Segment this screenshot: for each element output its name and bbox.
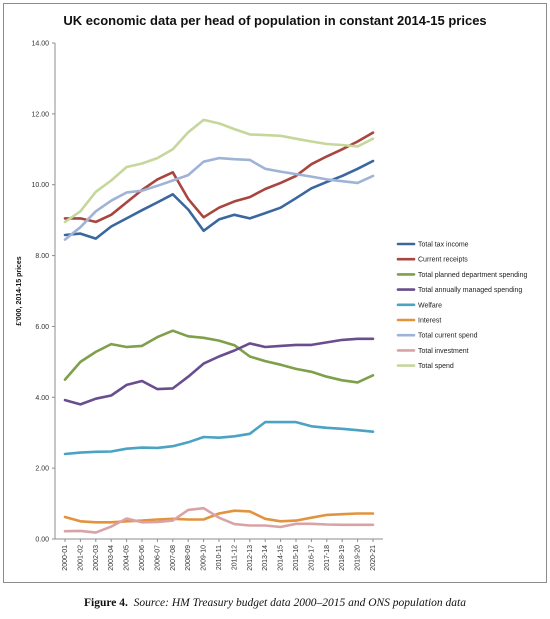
x-tick-label: 2019-20 <box>355 545 362 571</box>
y-tick-label: 8.00 <box>35 253 49 260</box>
series-line-4 <box>63 337 375 406</box>
series-line-2 <box>63 131 375 224</box>
legend-label: Interest <box>418 318 441 325</box>
x-tick-label: 2011-12 <box>231 545 238 570</box>
legend-label: Total annually managed spending <box>418 287 522 294</box>
y-axis-label: £'000, 2014-15 prices <box>16 256 23 325</box>
legend-label: Total investment <box>418 348 469 355</box>
y-tick-label: 6.00 <box>35 324 49 331</box>
legend-label: Current receipts <box>418 257 468 264</box>
legend-label: Total planned department spending <box>418 272 527 279</box>
x-tick-label: 2017-18 <box>324 545 331 571</box>
y-tick-label: 12.00 <box>31 111 49 118</box>
x-tick-label: 2010-11 <box>216 545 223 570</box>
x-tick-label: 2009-10 <box>201 545 208 571</box>
y-tick-label: 2.00 <box>35 466 49 473</box>
series-line-5 <box>63 420 375 456</box>
x-tick-label: 2020-21 <box>370 545 377 571</box>
x-tick-label: 2000-01 <box>62 545 69 571</box>
chart-title: UK economic data per head of population … <box>63 13 486 28</box>
x-tick-label: 2007-08 <box>170 545 177 571</box>
figure-number: Figure 4. <box>84 597 128 609</box>
x-tick-label: 2012-13 <box>247 545 254 571</box>
x-tick-label: 2015-16 <box>293 545 300 571</box>
series-line-7 <box>63 156 375 241</box>
series-line-3 <box>63 329 375 384</box>
x-tick-label: 2003-04 <box>108 545 115 571</box>
series-line-1 <box>63 159 375 240</box>
x-tick-label: 2005-06 <box>139 545 146 571</box>
x-tick-label: 2018-19 <box>339 545 346 571</box>
y-tick-label: 0.00 <box>35 537 49 544</box>
figure-caption: Figure 4. Source: HM Treasury budget dat… <box>0 597 550 609</box>
x-tick-label: 2008-09 <box>185 545 192 571</box>
y-tick-label: 10.00 <box>31 182 49 189</box>
series-line-8 <box>63 506 375 534</box>
line-chart: UK economic data per head of population … <box>16 13 527 571</box>
legend-label: Total current spend <box>418 333 478 340</box>
legend-label: Total tax income <box>418 242 469 249</box>
legend-label: Total spend <box>418 363 454 370</box>
x-tick-label: 2014-15 <box>278 545 285 571</box>
x-tick-label: 2001-02 <box>77 545 84 571</box>
series-line-6 <box>63 509 375 524</box>
series-line-9 <box>63 118 375 224</box>
x-tick-label: 2004-05 <box>124 545 131 571</box>
x-tick-label: 2013-14 <box>262 545 269 571</box>
x-tick-label: 2002-03 <box>93 545 100 571</box>
x-tick-label: 2016-17 <box>308 545 315 571</box>
chart-frame <box>3 3 547 583</box>
y-tick-label: 14.00 <box>31 41 49 48</box>
y-tick-label: 4.00 <box>35 395 49 402</box>
legend-label: Welfare <box>418 302 442 309</box>
x-tick-label: 2006-07 <box>154 545 161 571</box>
figure-source: Source: HM Treasury budget data 2000–201… <box>133 597 466 609</box>
